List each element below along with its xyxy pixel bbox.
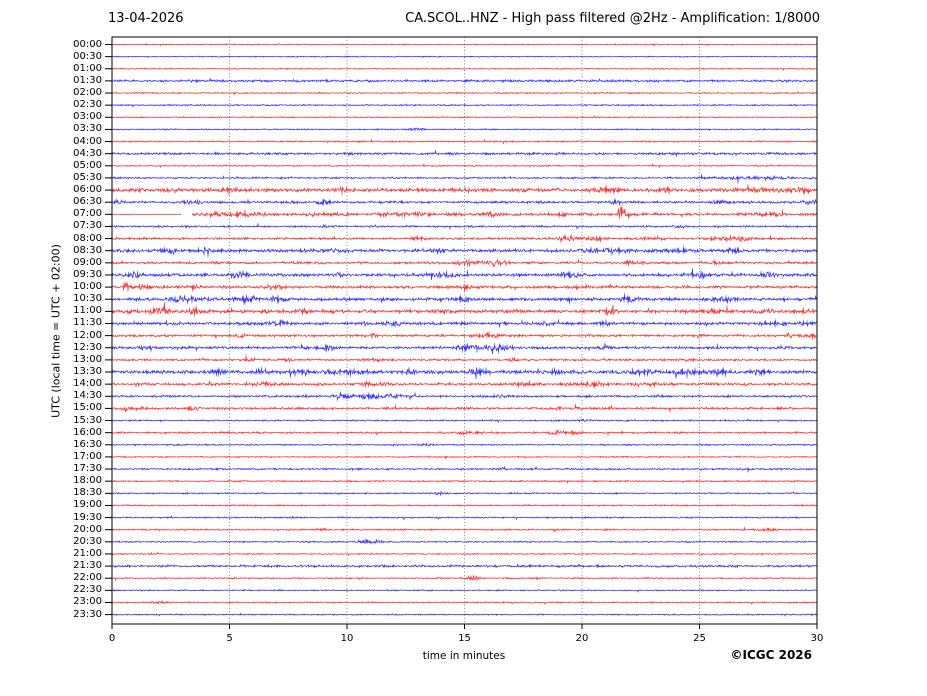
y-tick-label: 20:00 — [73, 523, 102, 535]
y-tick-label: 12:00 — [73, 329, 102, 341]
x-tick-label: 20 — [575, 633, 589, 644]
y-tick-label: 03:00 — [73, 111, 102, 123]
y-tick-label: 16:30 — [73, 438, 102, 450]
x-tick-label: 0 — [108, 633, 116, 644]
x-tick-label: 15 — [458, 633, 471, 644]
y-tick-label: 17:30 — [73, 463, 102, 475]
y-tick-label: 14:30 — [73, 390, 102, 402]
y-tick-label: 22:00 — [73, 572, 102, 584]
y-tick-label: 00:30 — [73, 50, 102, 62]
x-tick-label: 25 — [693, 633, 706, 644]
y-tick-label: 04:00 — [73, 135, 102, 147]
y-tick-label: 22:30 — [73, 584, 102, 596]
y-tick-label: 11:30 — [73, 317, 102, 329]
y-tick-label: 09:00 — [73, 256, 102, 268]
y-tick-labels: 00:00 00:30 01:00 01:30 02:00 02:30 03:00 03:30… — [0, 0, 102, 696]
y-tick-label: 23:30 — [73, 608, 102, 620]
x-tick-label: 10 — [340, 633, 354, 644]
y-tick-label: 14:00 — [73, 378, 102, 390]
y-tick-label: 06:30 — [73, 196, 102, 208]
y-tick-label: 11:00 — [73, 305, 102, 317]
y-tick-label: 23:00 — [73, 596, 102, 608]
y-tick-label: 06:00 — [73, 184, 102, 196]
y-tick-label: 01:00 — [73, 62, 102, 74]
y-tick-label: 09:30 — [73, 268, 102, 280]
y-tick-label: 08:00 — [73, 232, 102, 244]
x-tick-label: 30 — [810, 633, 824, 644]
y-tick-label: 07:00 — [73, 208, 102, 220]
x-tick-label: 5 — [226, 633, 233, 644]
x-axis-title: time in minutes — [422, 650, 506, 662]
y-tick-label: 13:00 — [73, 353, 102, 365]
y-tick-label: 13:30 — [73, 366, 102, 377]
y-tick-label: 02:00 — [73, 87, 102, 99]
y-tick-label: 12:30 — [73, 341, 102, 353]
copyright-label: ©ICGC 2026 — [730, 648, 812, 662]
date-label: 13-04-2026 — [108, 11, 184, 26]
y-tick-label: 18:00 — [73, 475, 102, 487]
y-tick-label: 21:30 — [73, 560, 102, 572]
y-tick-label: 19:00 — [73, 499, 102, 511]
y-tick-label: 15:30 — [73, 414, 102, 426]
y-tick-label: 00:00 — [73, 38, 102, 50]
y-tick-label: 20:30 — [73, 535, 102, 547]
y-tick-label: 19:30 — [73, 511, 102, 523]
y-tick-label: 04:30 — [73, 147, 102, 159]
plot-title: CA.SCOL..HNZ - High pass filtered @2Hz -… — [405, 11, 820, 26]
y-tick-label: 17:00 — [73, 450, 102, 462]
y-tick-label: 05:30 — [73, 171, 102, 183]
y-tick-label: 07:30 — [73, 220, 102, 232]
y-tick-label: 10:00 — [73, 281, 102, 293]
y-tick-label: 21:00 — [73, 547, 102, 559]
y-tick-label: 01:30 — [73, 74, 102, 86]
y-tick-label: 05:00 — [73, 159, 102, 171]
y-tick-label: 10:30 — [73, 293, 102, 305]
y-tick-label: 16:00 — [73, 426, 102, 438]
y-tick-label: 15:00 — [73, 402, 102, 414]
y-tick-label: 03:30 — [73, 123, 102, 135]
y-tick-label: 08:30 — [73, 244, 102, 256]
y-tick-label: 18:30 — [73, 487, 102, 499]
y-tick-label: 02:30 — [73, 99, 102, 111]
